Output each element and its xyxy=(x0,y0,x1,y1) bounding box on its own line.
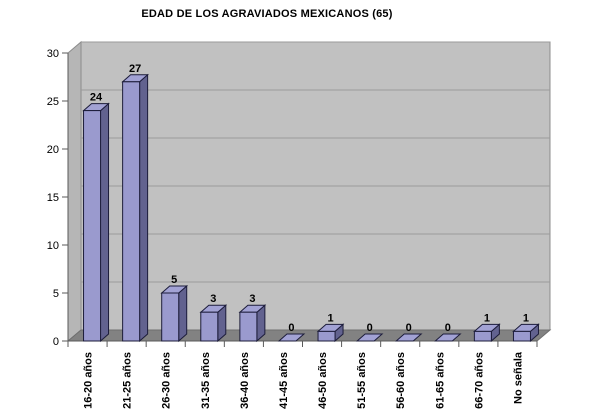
bar-66-70-a-os xyxy=(473,330,492,342)
y-tick-label: 30 xyxy=(47,48,59,60)
bar-31-35-a-os xyxy=(200,311,219,342)
x-tick-label: 41-45 años xyxy=(278,352,290,409)
bar-16-20-a-os xyxy=(83,110,102,342)
x-tick-label: No señala xyxy=(512,351,524,404)
bar-16-20-a-os-side xyxy=(100,102,110,343)
x-tick-label: 56-60 años xyxy=(395,352,407,409)
x-tick-label: 31-35 años xyxy=(200,352,212,409)
chart-title: EDAD DE LOS AGRAVIADOS MEXICANOS (65) xyxy=(141,8,393,20)
bar-41-45-a-os xyxy=(277,333,306,342)
bar-value-label: 5 xyxy=(171,274,177,286)
bar-56-60-a-os xyxy=(394,333,423,342)
bar-26-30-a-os xyxy=(161,292,180,342)
y-tick-label: 10 xyxy=(47,240,59,252)
bar-21-25-a-os xyxy=(122,81,141,342)
x-tick-label: 26-30 años xyxy=(161,352,173,409)
plot-left-wall xyxy=(67,40,82,343)
bar-no-se-ala xyxy=(512,330,531,342)
x-tick-label: 46-50 años xyxy=(317,352,329,409)
bar-26-30-a-os-side xyxy=(178,284,188,343)
x-tick-label: 51-55 años xyxy=(356,352,368,409)
bar-value-label: 1 xyxy=(484,312,490,324)
y-tick-label: 0 xyxy=(53,336,59,348)
bar-value-label: 0 xyxy=(367,322,373,334)
x-tick-label: 21-25 años xyxy=(122,352,134,409)
bar-51-55-a-os xyxy=(355,333,384,342)
bar-value-label: 27 xyxy=(129,63,141,75)
x-tick-label: 36-40 años xyxy=(239,352,251,409)
x-tick-label: 61-65 años xyxy=(434,352,446,409)
y-tick-label: 15 xyxy=(47,192,59,204)
x-tick-label: 16-20 años xyxy=(83,352,95,409)
x-tick-label: 66-70 años xyxy=(473,352,485,409)
bar-value-label: 3 xyxy=(249,293,255,305)
bar-value-label: 0 xyxy=(445,322,451,334)
bar-value-label: 0 xyxy=(406,322,412,334)
bar-value-label: 1 xyxy=(523,312,529,324)
bar-value-label: 0 xyxy=(288,322,294,334)
bar-61-65-a-os xyxy=(433,333,462,342)
bar-value-label: 3 xyxy=(210,293,216,305)
bar-46-50-a-os xyxy=(317,330,336,342)
bar-value-label: 1 xyxy=(327,312,333,324)
y-tick-label: 5 xyxy=(53,288,59,300)
y-tick-label: 25 xyxy=(47,96,59,108)
bar-36-40-a-os xyxy=(239,311,258,342)
bar-21-25-a-os-side xyxy=(139,73,149,343)
bar-value-label: 24 xyxy=(90,92,103,104)
y-tick-label: 20 xyxy=(47,144,59,156)
